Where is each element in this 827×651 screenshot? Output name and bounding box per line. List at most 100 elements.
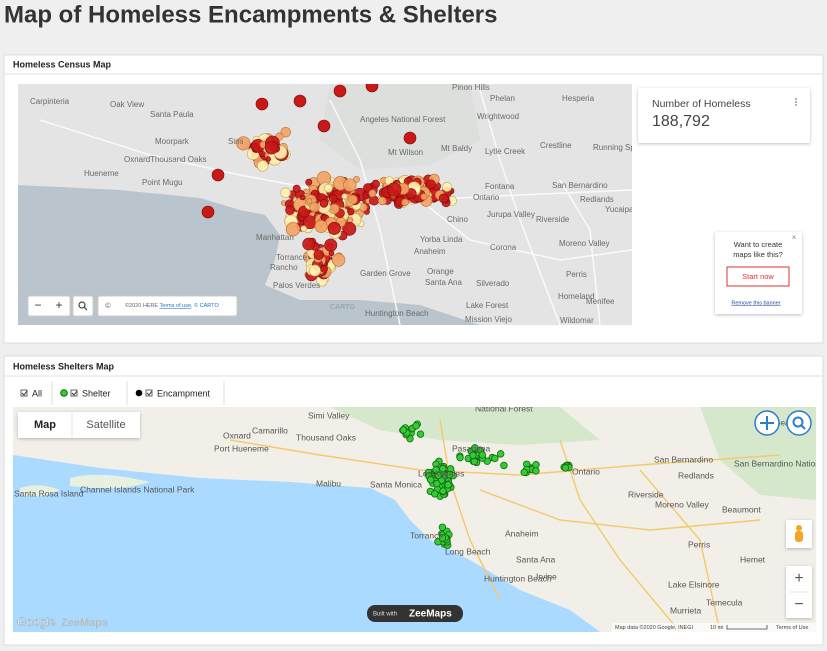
census-points xyxy=(201,84,457,287)
census-point xyxy=(420,193,428,201)
place-label: Ontario xyxy=(473,193,500,202)
checkbox[interactable] xyxy=(145,389,153,397)
place-label: Santa Rosa Island xyxy=(14,488,84,498)
census-point xyxy=(438,193,449,204)
checkbox[interactable] xyxy=(20,389,28,397)
badge-prefix: Built with xyxy=(373,612,397,618)
census-point xyxy=(293,94,307,108)
census-point xyxy=(333,84,347,98)
search-button[interactable] xyxy=(72,295,94,317)
census-point xyxy=(285,222,301,237)
shelter-swatch xyxy=(60,389,68,397)
shelter-point xyxy=(470,457,479,466)
shelters-map[interactable]: National Forest Simi Valley CamarilloOxnar… xyxy=(13,403,827,632)
map-island xyxy=(20,485,60,497)
place-label: Pinon Hills xyxy=(452,83,490,92)
census-point xyxy=(387,182,402,197)
census-point xyxy=(328,194,338,203)
place-label: Simi xyxy=(228,137,244,146)
census-point xyxy=(341,193,348,200)
place-label: Ontario xyxy=(572,466,600,476)
carto-link[interactable]: , © CARTO xyxy=(191,302,219,309)
place-label: Port Hueneme xyxy=(214,443,269,453)
map-forest xyxy=(330,407,600,445)
terms-link[interactable]: Terms of Use xyxy=(776,625,808,631)
zeemaps-badge[interactable] xyxy=(367,605,463,622)
zoom-in[interactable]: + xyxy=(55,298,62,312)
map-type-map[interactable]: Map xyxy=(34,419,56,431)
search-icon-handle xyxy=(83,306,88,311)
place-label: Camarillo xyxy=(252,425,288,435)
place-label: Temecula xyxy=(706,597,743,607)
census-point xyxy=(324,238,338,252)
place-label: Redlands xyxy=(678,470,714,480)
census-point xyxy=(320,265,328,273)
place-label: Perris xyxy=(688,539,710,549)
filter-label[interactable]: Shelter xyxy=(82,388,111,398)
filter-label[interactable]: All xyxy=(32,388,42,398)
map-island xyxy=(70,474,150,489)
census-point xyxy=(306,197,313,204)
place-label: Anaheim xyxy=(414,247,446,256)
terms-link[interactable]: Terms of use xyxy=(160,303,191,309)
zoom-out[interactable]: − xyxy=(794,596,803,613)
banner-close[interactable]: × xyxy=(792,233,797,242)
start-button[interactable] xyxy=(726,266,790,287)
place-label: Corona xyxy=(490,243,517,252)
shelter-point xyxy=(500,461,508,470)
start-button-label[interactable]: Start now xyxy=(742,272,774,281)
place-label: Oxnard xyxy=(124,155,150,164)
place-label: Lake Forest xyxy=(466,301,509,310)
add-icon xyxy=(760,416,774,430)
shelter-point xyxy=(433,479,441,488)
zoom-in[interactable]: + xyxy=(794,570,803,587)
census-map[interactable]: CARTO Carpinteria Oak View Santa Paula Moor… xyxy=(18,80,652,325)
census-point xyxy=(317,119,331,133)
place-label: Thousand Oaks xyxy=(150,155,206,164)
census-point xyxy=(328,203,340,215)
shelter-point xyxy=(416,430,425,438)
zoom-out[interactable]: − xyxy=(34,298,41,312)
remove-banner-link[interactable]: Remove this banner xyxy=(731,300,780,306)
checkbox[interactable] xyxy=(70,389,78,397)
census-point xyxy=(327,221,341,235)
place-label: Perris xyxy=(566,270,587,279)
shelter-point xyxy=(399,426,408,434)
place-label: Santa Monica xyxy=(370,479,422,489)
map-type-satellite[interactable]: Satellite xyxy=(86,419,125,431)
place-label: Angeles National Forest xyxy=(360,115,446,124)
check xyxy=(21,390,28,396)
place-label: Yorba Linda xyxy=(420,235,463,244)
place-label: Oak View xyxy=(110,100,144,109)
census-point xyxy=(331,253,346,267)
panel-title: Homeless Shelters Map xyxy=(13,361,115,371)
census-point xyxy=(328,250,335,257)
shelter-point xyxy=(491,454,499,463)
shelter-points xyxy=(399,420,573,549)
search-button[interactable] xyxy=(786,410,812,436)
pegman-body xyxy=(795,531,803,542)
place-label: Oxnard xyxy=(223,430,251,440)
card-menu[interactable] xyxy=(795,98,797,106)
place-label: Chino xyxy=(447,215,468,224)
census-point xyxy=(265,156,271,162)
filter-label[interactable]: Encampment xyxy=(157,388,211,398)
census-point xyxy=(255,97,269,111)
place-label: Fontana xyxy=(485,182,515,191)
shelter-point xyxy=(469,451,477,459)
place-label: Lake Elsinore xyxy=(668,579,720,589)
shelter-point xyxy=(445,471,454,479)
place-label: Running Springs xyxy=(593,143,652,152)
place-label: Moorpark xyxy=(155,137,190,146)
place-label: Riverside xyxy=(536,215,570,224)
page-title: Map of Homeless Encampments & Shelters xyxy=(4,1,497,28)
panel-title: Homeless Census Map xyxy=(13,59,112,69)
place-label: Point Mugu xyxy=(142,178,182,187)
place-label: Redlands xyxy=(580,195,614,204)
map-ocean xyxy=(18,185,480,325)
place-label: Palos Verdes xyxy=(273,281,320,290)
search-icon xyxy=(792,416,804,428)
attribution-icon: © xyxy=(105,302,111,310)
place-label: Torrance xyxy=(410,530,443,540)
